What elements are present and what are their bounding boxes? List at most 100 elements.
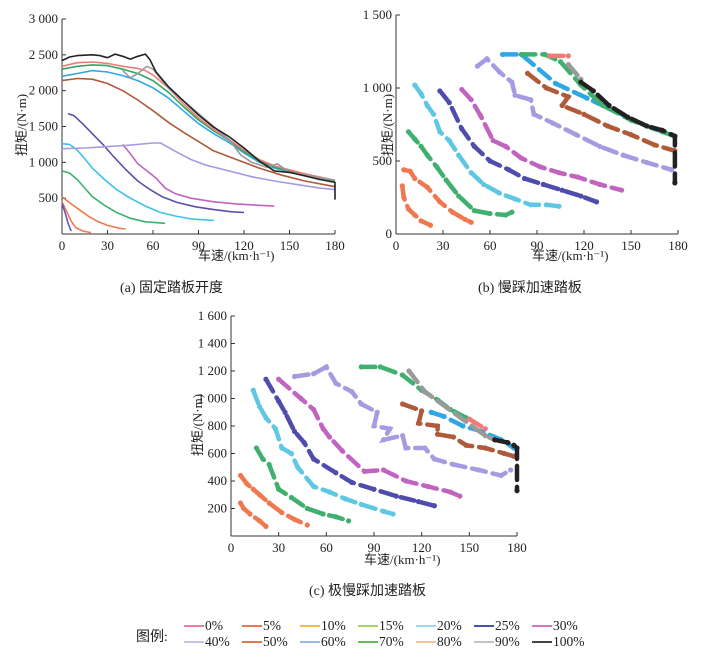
data-point xyxy=(424,152,430,158)
data-point xyxy=(358,401,364,407)
data-point xyxy=(406,368,412,374)
legend-swatch xyxy=(184,641,204,643)
data-point xyxy=(508,467,514,473)
data-point xyxy=(518,155,524,161)
series-line-50pct xyxy=(61,142,336,191)
legend-label: 100% xyxy=(553,634,585,649)
data-point xyxy=(512,92,518,98)
data-point xyxy=(358,501,364,507)
x-axis-label: 车速/(km·h⁻¹) xyxy=(364,552,440,567)
data-point xyxy=(573,132,579,138)
data-point xyxy=(291,373,298,380)
data-point xyxy=(263,415,269,421)
data-point xyxy=(462,216,468,222)
data-point xyxy=(528,202,534,208)
legend-title: 图例: xyxy=(136,630,168,645)
data-point xyxy=(559,102,565,109)
data-point xyxy=(476,467,482,473)
data-point xyxy=(456,152,462,158)
data-point xyxy=(311,406,317,413)
x-tick-label: 30 xyxy=(101,238,114,253)
series-line-20pct xyxy=(61,170,166,225)
legend-label: 60% xyxy=(321,634,346,649)
data-point xyxy=(279,510,285,516)
data-point xyxy=(487,210,493,217)
data-point xyxy=(412,136,418,142)
data-point xyxy=(468,97,474,103)
data-point xyxy=(380,437,387,443)
data-point xyxy=(237,500,244,506)
data-point xyxy=(276,376,282,382)
data-point xyxy=(339,448,345,454)
data-point xyxy=(263,523,269,529)
y-axis-label: 扭矩/(N·m) xyxy=(380,94,395,156)
data-point xyxy=(559,187,565,193)
data-point xyxy=(326,489,333,495)
data-point xyxy=(620,152,626,158)
data-point xyxy=(377,364,383,370)
data-point xyxy=(291,428,298,435)
data-point xyxy=(424,184,430,190)
data-point xyxy=(291,516,298,523)
x-tick-label: 180 xyxy=(507,540,527,555)
legend-swatch xyxy=(358,641,378,643)
data-point xyxy=(276,398,282,404)
data-point xyxy=(512,196,518,202)
panel-b-caption: (b) 慢踩加速踏板 xyxy=(478,281,582,296)
series-scatter-15pct xyxy=(254,445,351,524)
data-point xyxy=(492,437,498,443)
data-point xyxy=(437,88,443,94)
data-point xyxy=(374,409,380,415)
data-point xyxy=(431,503,437,509)
data-point xyxy=(437,129,443,135)
data-point xyxy=(509,79,515,85)
data-point xyxy=(471,143,477,149)
data-point xyxy=(431,456,437,462)
data-point xyxy=(437,199,443,205)
data-point xyxy=(326,434,333,440)
data-point xyxy=(257,404,263,410)
data-point xyxy=(498,472,504,479)
data-point xyxy=(443,177,449,183)
y-axis-label: 扭矩/(N·m) xyxy=(14,94,29,156)
data-point xyxy=(311,371,317,377)
data-point xyxy=(295,464,301,470)
data-point xyxy=(669,167,675,173)
legend-swatch xyxy=(300,641,320,643)
data-point xyxy=(521,175,528,182)
y-tick-label: 600 xyxy=(208,446,228,461)
data-point xyxy=(333,514,339,520)
panel-a-caption: (a) 固定踏板开度 xyxy=(120,281,224,296)
legend-item: 80% xyxy=(416,634,462,650)
data-point xyxy=(301,439,307,446)
data-point xyxy=(672,180,678,186)
data-point xyxy=(514,445,520,451)
data-point xyxy=(323,364,329,370)
x-tick-label: 120 xyxy=(574,238,594,253)
data-point xyxy=(418,218,424,224)
legend-swatch xyxy=(184,625,204,627)
y-tick-label: 1 400 xyxy=(198,336,227,351)
series-scatter-90pct xyxy=(467,416,488,432)
legend-swatch xyxy=(416,641,436,643)
legend-swatch xyxy=(416,625,436,627)
data-point xyxy=(431,111,437,117)
data-point xyxy=(496,190,502,196)
data-point xyxy=(518,51,524,58)
x-tick-label: 30 xyxy=(272,540,285,555)
series-line-70pct xyxy=(61,69,336,182)
data-point xyxy=(412,212,418,218)
x-tick-label: 90 xyxy=(192,238,205,253)
data-point xyxy=(543,85,550,91)
data-point xyxy=(371,486,377,492)
x-tick-label: 0 xyxy=(228,540,235,555)
legend-label: 25% xyxy=(495,618,520,633)
data-point xyxy=(320,511,326,517)
data-point xyxy=(257,492,263,498)
series-line-30pct xyxy=(67,112,245,214)
data-point xyxy=(434,423,441,429)
legend-swatch xyxy=(358,625,378,627)
data-point xyxy=(390,511,396,517)
data-point xyxy=(542,51,548,58)
data-point xyxy=(556,170,562,176)
